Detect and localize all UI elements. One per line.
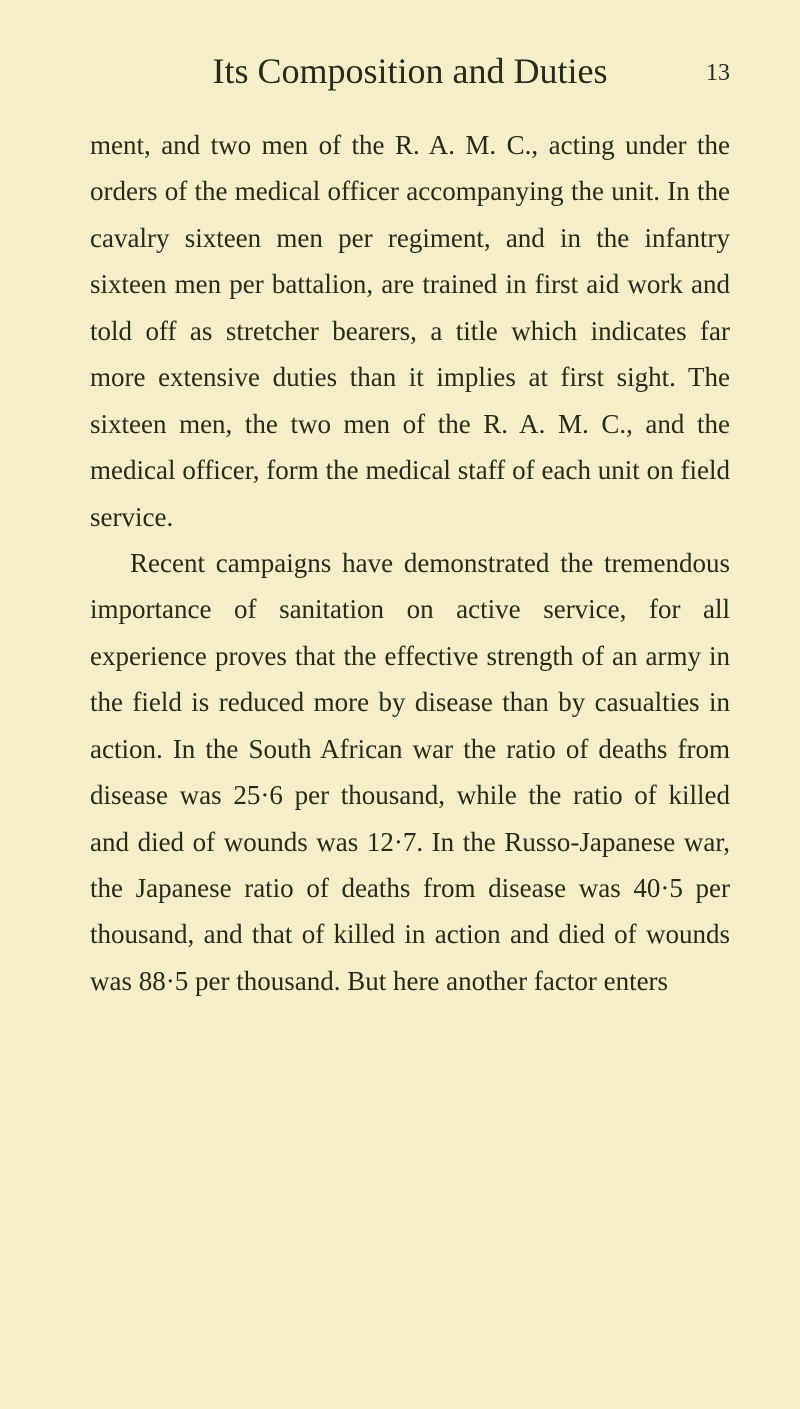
page-number: 13 bbox=[706, 60, 730, 87]
page-header: Its Composition and Duties 13 bbox=[90, 50, 730, 92]
paragraph-1: ment, and two men of the R. A. M. C., ac… bbox=[90, 122, 730, 540]
body-text: ment, and two men of the R. A. M. C., ac… bbox=[90, 122, 730, 1004]
paragraph-2: Recent campaigns have demonstrated the t… bbox=[90, 540, 730, 1004]
header-title: Its Composition and Duties bbox=[213, 51, 608, 91]
